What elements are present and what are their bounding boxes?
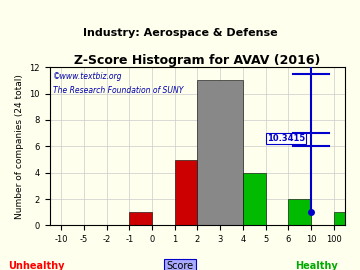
Bar	[129, 212, 152, 225]
Title: Z-Score Histogram for AVAV (2016): Z-Score Histogram for AVAV (2016)	[74, 54, 320, 67]
Text: Healthy: Healthy	[296, 261, 338, 270]
Text: Score: Score	[166, 261, 194, 270]
Text: Unhealthy: Unhealthy	[8, 261, 64, 270]
Bar	[334, 212, 356, 225]
Bar	[197, 80, 243, 225]
Text: 10.3415: 10.3415	[267, 134, 305, 143]
Text: Industry: Aerospace & Defense: Industry: Aerospace & Defense	[83, 28, 277, 38]
Y-axis label: Number of companies (24 total): Number of companies (24 total)	[15, 74, 24, 219]
Bar	[243, 173, 266, 225]
Bar	[288, 199, 311, 225]
Text: ©www.textbiz.org: ©www.textbiz.org	[53, 72, 122, 81]
Text: The Research Foundation of SUNY: The Research Foundation of SUNY	[53, 86, 183, 95]
Bar	[175, 160, 197, 225]
